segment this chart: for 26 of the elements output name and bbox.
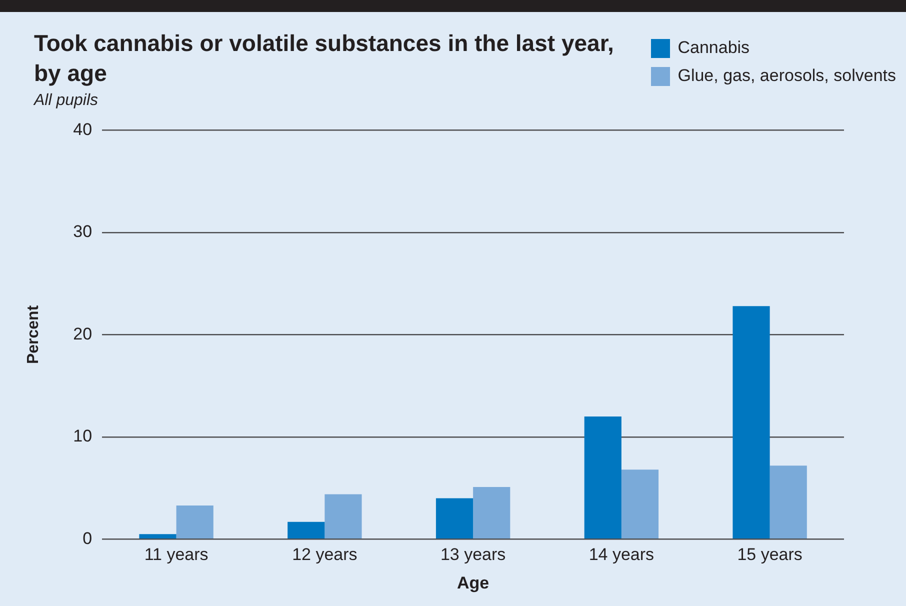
bar <box>436 498 474 539</box>
bar <box>324 494 362 539</box>
x-tick-label: 11 years <box>144 545 208 564</box>
x-tick-label: 15 years <box>737 545 802 564</box>
x-tick-label: 14 years <box>588 545 654 564</box>
x-axis-title: Age <box>456 573 490 592</box>
y-tick-label: 20 <box>73 324 92 344</box>
x-tick-label: 12 years <box>292 545 358 564</box>
legend-label: Cannabis <box>678 38 750 58</box>
bar <box>732 306 770 539</box>
y-axis-title: Percent <box>25 304 42 364</box>
bar <box>770 466 807 539</box>
legend-label: Glue, gas, aerosols, solvents <box>678 66 896 86</box>
bar <box>621 470 659 539</box>
bar <box>176 505 214 539</box>
y-tick-label: 40 <box>73 120 92 139</box>
bar <box>139 534 176 539</box>
chart-title: Took cannabis or volatile substances in the last year, by age <box>34 29 614 88</box>
y-tick-label: 10 <box>73 426 92 446</box>
bar <box>473 487 510 539</box>
x-tick-label: 13 years <box>440 545 506 564</box>
y-tick-label: 30 <box>73 222 92 242</box>
y-tick-label: 0 <box>82 528 92 548</box>
bar <box>288 522 325 539</box>
chart-subtitle: All pupils <box>34 92 98 110</box>
bar <box>584 416 622 539</box>
